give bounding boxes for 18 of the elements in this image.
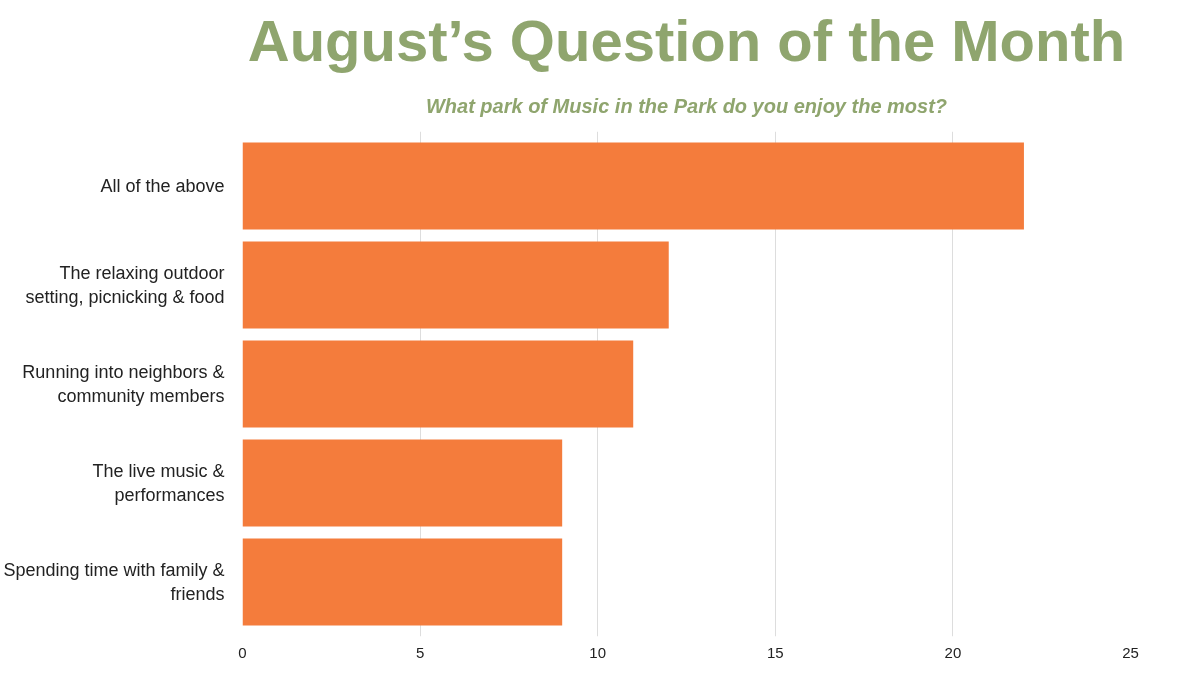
- x-tick-label: 20: [944, 643, 962, 661]
- y-tick-label: The live music & performances: [92, 461, 225, 506]
- y-tick-label: The relaxing outdoor setting, picnicking & food: [25, 262, 225, 307]
- y-tick-label: Running into neighbors & community members: [22, 362, 225, 406]
- x-tick-label: 10: [589, 643, 607, 661]
- chart-title: August’s Question of the Month: [247, 7, 1126, 73]
- bar: [242, 241, 669, 329]
- bar: [242, 538, 563, 626]
- bar: [242, 340, 634, 428]
- y-tick-label: Spending time with family & friends: [3, 560, 225, 605]
- x-tick-label: 25: [1122, 643, 1139, 661]
- x-tick-label: 15: [766, 643, 784, 661]
- x-tick-label: 5: [415, 643, 425, 661]
- bar: [242, 439, 563, 527]
- chart-subtitle: What park of Music in the Park do you enjoy the most?: [425, 94, 948, 117]
- x-tick-label: 0: [238, 643, 247, 661]
- y-tick-label: All of the above: [100, 175, 225, 196]
- bar: [242, 142, 1024, 230]
